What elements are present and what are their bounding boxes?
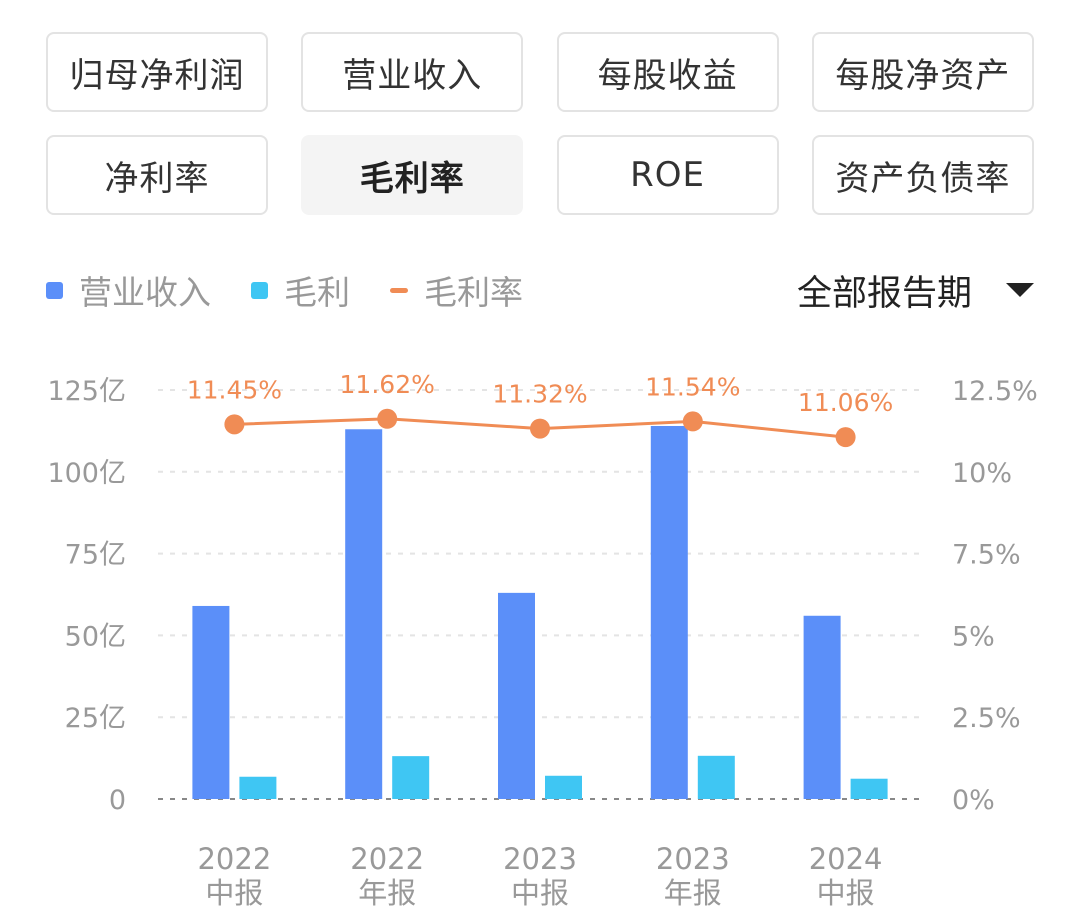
y-right-tick-label: 7.5% [952,540,1021,571]
x-tick-label: 中报 [511,876,569,910]
gross-margin-point [835,427,856,448]
x-tick-label: 年报 [358,876,416,910]
legend-label: 营业收入 [79,273,211,312]
y-left-tick-label: 25亿 [65,703,126,734]
legend-item-0[interactable]: 营业收入 [46,266,211,314]
tab-1[interactable]: 营业收入 [301,32,524,112]
x-tick-label: 年报 [664,876,722,910]
bar-gross-profit [239,776,277,799]
tab-0[interactable]: 归母净利润 [46,32,268,112]
tab-6[interactable]: ROE [556,135,779,215]
legend-swatch [46,281,63,299]
y-left-tick-label: 75亿 [65,540,126,571]
gross-margin-point [682,411,703,432]
tab-2[interactable]: 每股收益 [556,32,779,112]
legend-swatch [390,287,408,293]
legend-label: 毛利 [284,273,350,312]
bar-revenue [192,605,230,799]
y-right-tick-label: 10% [952,458,1012,489]
gross-margin-label: 11.06% [798,388,893,417]
bar-gross-profit [545,775,582,799]
bar-revenue [650,425,688,799]
legend-item-2[interactable]: 毛利率 [390,266,523,314]
period-selector-label: 全部报告期 [796,273,972,314]
caret-down-icon [1006,283,1034,297]
bar-revenue [345,429,383,799]
gross-margin-point [530,418,550,439]
gross-margin-point [224,414,245,435]
gross-margin-point [377,408,398,429]
x-tick-label: 2023 [656,842,730,876]
y-right-tick-label: 2.5% [952,703,1021,734]
gross-margin-label: 11.32% [492,380,587,409]
gross-margin-label: 11.62% [340,370,435,399]
y-left-tick-label: 50亿 [65,621,126,652]
chart-legend: 营业收入 毛利 毛利率 [46,262,563,318]
x-tick-label: 中报 [205,876,263,910]
y-left-tick-label: 100亿 [47,458,126,489]
gross-margin-label: 11.54% [645,372,740,401]
metric-tabs: 归母净利润 营业收入 每股收益 每股净资产净利率 毛利率 ROE 资产负债率 [46,32,1034,216]
y-left-tick-label: 125亿 [47,376,126,407]
legend-label: 毛利率 [424,273,523,312]
y-right-tick-label: 12.5% [952,376,1038,407]
bar-revenue [498,592,535,799]
x-tick-label: 2022 [350,842,424,876]
x-tick-label: 2022 [197,842,271,876]
x-tick-label: 中报 [817,876,875,910]
tab-5[interactable]: 毛利率 [301,135,524,215]
gross-margin-label: 11.45% [187,375,282,404]
tab-3[interactable]: 每股净资产 [811,32,1034,112]
tab-7[interactable]: 资产负债率 [811,135,1034,215]
bar-gross-profit [392,756,430,799]
bar-gross-profit [697,755,735,799]
y-left-tick-label: 0 [109,785,126,816]
period-selector[interactable]: 全部报告期 [797,262,1034,318]
y-right-tick-label: 0% [952,785,995,816]
x-tick-label: 2023 [503,842,577,876]
legend-item-1[interactable]: 毛利 [251,266,350,314]
bar-revenue [803,615,841,799]
legend-swatch [251,281,268,299]
y-right-tick-label: 5% [952,621,995,652]
tab-4[interactable]: 净利率 [46,135,268,215]
x-tick-label: 2024 [809,842,883,876]
chart: 0 0% 25亿 2.5% 50亿 5% 75亿 7.5% 100亿 10% 125亿 12.5% 11… [47,370,1038,910]
bar-gross-profit [850,778,888,799]
